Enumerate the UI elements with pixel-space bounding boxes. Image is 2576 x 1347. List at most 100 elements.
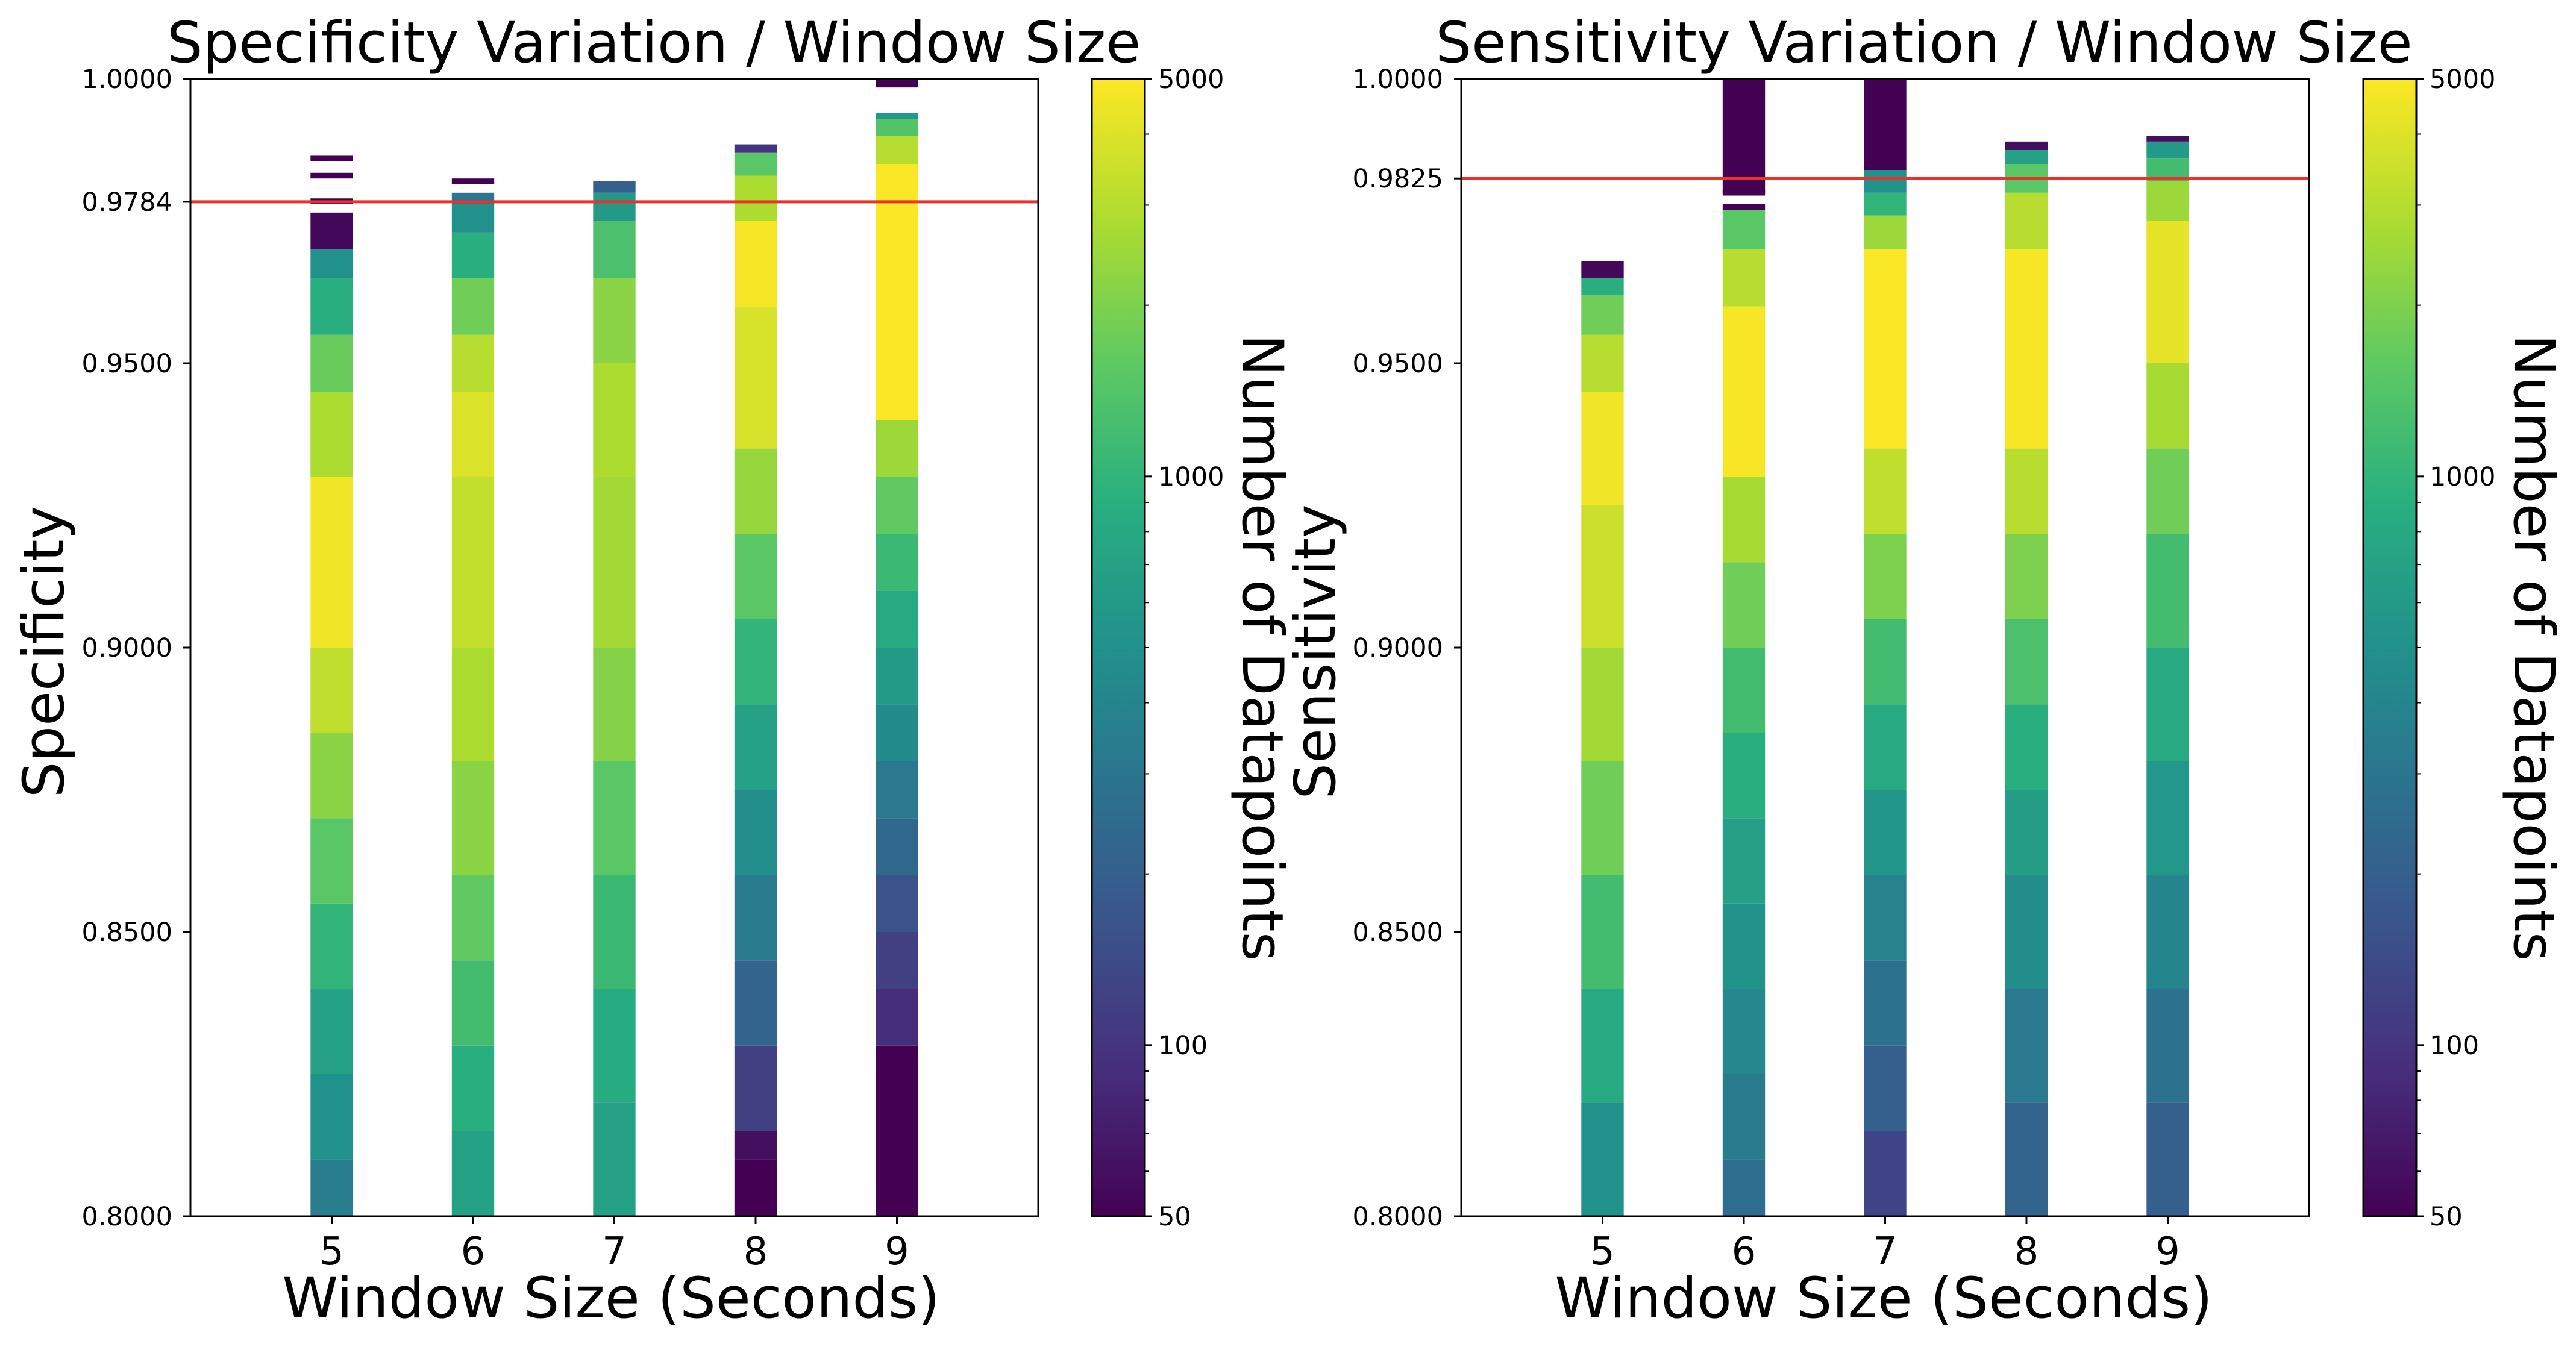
heatmap-cell	[1581, 761, 1624, 875]
heatmap-cell	[451, 1131, 495, 1216]
colorbar-tick-label: 100	[1158, 1031, 1208, 1061]
heatmap-cell	[1864, 249, 1907, 449]
heatmap-cell	[310, 278, 353, 335]
heatmap-cell	[1581, 648, 1624, 761]
colorbar-tick-label: 100	[2430, 1031, 2479, 1061]
x-ticks: 5 6 7 8 9	[1590, 1216, 2180, 1274]
heatmap-cell	[310, 818, 353, 904]
heatmap-cell	[593, 761, 636, 875]
heatmap-cell	[2146, 448, 2189, 534]
y-axis-label: Sensitivity	[1283, 504, 1349, 799]
heatmap-cell	[876, 420, 918, 477]
heatmap-cell	[1864, 192, 1907, 216]
heatmap-cell	[876, 113, 918, 119]
heatmap-cell	[2146, 1102, 2189, 1216]
x-tick-label: 6	[1732, 1230, 1757, 1274]
y-ticks: 0.8000 0.8500 0.9000 0.9500 0.9784 1.0000	[82, 64, 190, 1232]
heatmap-cell	[734, 875, 777, 961]
heatmap-cell	[2005, 534, 2048, 619]
heatmap-cell	[1581, 1102, 1624, 1216]
heatmap-cell	[876, 119, 918, 136]
heatmap-cell	[310, 477, 353, 648]
y-tick-label: 0.9784	[82, 187, 172, 217]
heatmap-cell	[310, 1159, 353, 1216]
column-5	[1581, 261, 1624, 1216]
heatmap-cell	[876, 590, 918, 648]
heatmap-cell	[734, 306, 777, 449]
x-tick-label: 9	[2155, 1230, 2180, 1274]
colorbar-tick-label: 1000	[1158, 462, 1224, 492]
heatmap-cell	[734, 1131, 777, 1160]
colorbar-tick-label: 1000	[2430, 462, 2495, 492]
x-tick-label: 8	[2014, 1230, 2039, 1274]
y-axis-label: Specificity	[11, 506, 77, 798]
heatmap-cell	[1722, 648, 1766, 733]
heatmap-cell	[734, 1045, 777, 1131]
heatmap-cell	[1722, 79, 1766, 193]
heatmap-cell	[2146, 181, 2189, 221]
heatmap-cell	[1722, 249, 1766, 307]
x-tick-label: 9	[885, 1230, 909, 1274]
heatmap-cell	[1722, 903, 1766, 989]
y-tick-label: 1.0000	[82, 64, 172, 95]
y-tick-label: 0.8000	[82, 1202, 172, 1232]
heatmap-cell	[1581, 392, 1624, 505]
heatmap-cell	[451, 232, 495, 278]
heatmap-cell	[310, 155, 353, 161]
heatmap-cell	[2005, 249, 2048, 449]
heatmap-plot	[190, 79, 1038, 1216]
heatmap-cell	[2005, 141, 2048, 150]
heatmap-cell	[2146, 534, 2189, 648]
heatmap-cell	[1722, 562, 1766, 648]
heatmap-cell	[593, 477, 636, 648]
heatmap-cell	[451, 761, 495, 875]
heatmap-cell	[1864, 875, 1907, 961]
heatmap-cell	[451, 875, 495, 961]
heatmap-cell	[1581, 505, 1624, 648]
heatmap-cell	[1864, 1045, 1907, 1131]
column-5	[310, 155, 353, 1216]
heatmap-cell	[2146, 761, 2189, 875]
heatmap-cell	[2146, 875, 2189, 989]
colorbar-gradient	[2362, 78, 2418, 1217]
y-tick-label: 0.9825	[1353, 164, 1443, 194]
x-axis-label: Window Size (Seconds)	[1555, 1266, 2213, 1331]
y-tick-label: 0.9500	[82, 349, 172, 379]
heatmap-cell	[593, 221, 636, 278]
y-tick-label: 1.0000	[1353, 64, 1443, 95]
heatmap-cell	[1581, 334, 1624, 392]
heatmap-cell	[310, 903, 353, 989]
heatmap-cell	[310, 334, 353, 392]
heatmap-cell	[876, 648, 918, 705]
heatmap-cell	[2005, 619, 2048, 705]
heatmap-cell	[2146, 136, 2189, 142]
heatmap-cell	[1864, 960, 1907, 1046]
sensitivity-panel: Sensitivity Variation / Window Size Sens…	[1283, 10, 2566, 1331]
heatmap-cell	[310, 989, 353, 1074]
heatmap-cell	[734, 448, 777, 534]
heatmap-cell	[1722, 1074, 1766, 1160]
colorbar-tick-label: 5000	[1158, 64, 1224, 95]
heatmap-plot	[1461, 79, 2309, 1216]
x-tick-label: 7	[1873, 1230, 1898, 1274]
heatmap-cell	[2146, 141, 2189, 159]
heatmap-cell	[1864, 79, 1907, 170]
heatmap-cell	[310, 733, 353, 819]
heatmap-cell	[734, 175, 777, 221]
heatmap-cell	[1722, 818, 1766, 904]
heatmap-cell	[451, 1045, 495, 1131]
heatmap-cell	[2005, 1102, 2048, 1216]
heatmap-cell	[593, 875, 636, 989]
colorbar-ticks: 50 100 1000 5000	[1145, 64, 1224, 1232]
colorbar-ticks: 50 100 1000 5000	[2416, 64, 2495, 1232]
heatmap-cell	[1722, 210, 1766, 250]
x-axis-label: Window Size (Seconds)	[282, 1266, 940, 1331]
column-7	[1864, 79, 1907, 1216]
heatmap-cell	[2005, 790, 2048, 875]
heatmap-cell	[1864, 215, 1907, 250]
heatmap-cell	[593, 181, 636, 193]
colorbar-tick-label: 50	[1158, 1202, 1191, 1232]
chart-title: Sensitivity Variation / Window Size	[1435, 10, 2412, 76]
y-tick-label: 0.9000	[82, 633, 172, 663]
heatmap-cell	[734, 1159, 777, 1216]
